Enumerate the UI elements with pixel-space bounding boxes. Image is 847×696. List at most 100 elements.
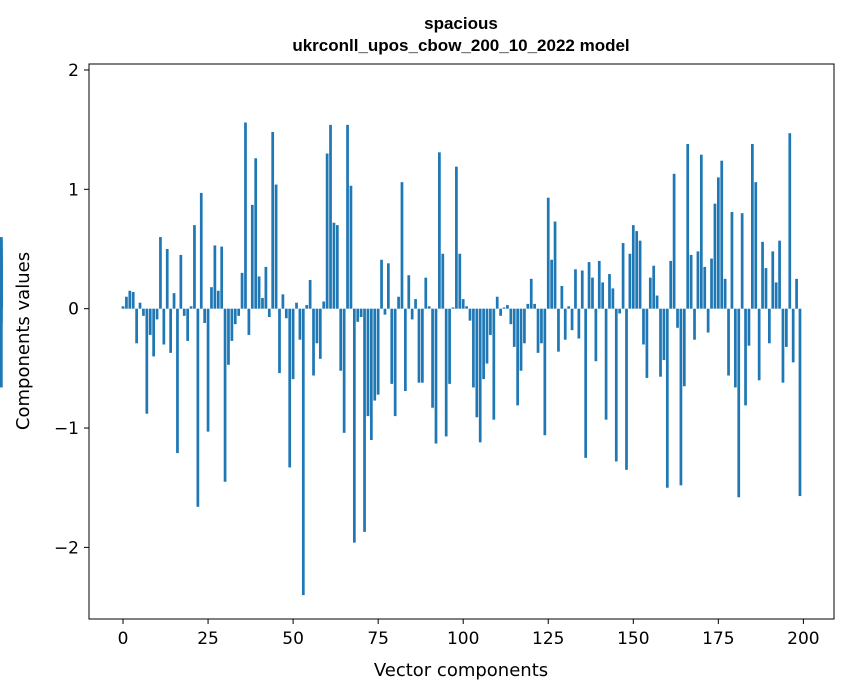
bar bbox=[193, 225, 196, 309]
bar bbox=[489, 308, 492, 335]
y-tick-label: 0 bbox=[68, 300, 79, 320]
bar bbox=[318, 308, 322, 359]
bar bbox=[655, 295, 659, 309]
bar bbox=[597, 260, 601, 309]
bar bbox=[434, 308, 438, 444]
bar bbox=[781, 308, 785, 383]
bar bbox=[648, 277, 652, 309]
bar bbox=[230, 308, 234, 341]
bar bbox=[723, 278, 727, 309]
bar bbox=[176, 308, 179, 454]
bar bbox=[417, 308, 421, 383]
bar bbox=[533, 303, 536, 309]
bar bbox=[165, 249, 169, 309]
y-axis-label: Components values bbox=[13, 252, 34, 430]
bar bbox=[312, 308, 315, 376]
bar bbox=[431, 308, 434, 408]
x-tick-label: 75 bbox=[367, 629, 389, 649]
bar bbox=[659, 308, 662, 377]
bar bbox=[393, 308, 397, 417]
bar bbox=[352, 308, 356, 543]
bar bbox=[652, 265, 656, 309]
chart-title: spacious bbox=[424, 14, 498, 33]
bar bbox=[665, 308, 669, 488]
bar bbox=[162, 308, 166, 345]
bar bbox=[696, 251, 700, 309]
bar bbox=[152, 308, 155, 357]
bar bbox=[121, 306, 125, 309]
bar bbox=[387, 263, 390, 309]
x-ticks: 0 25 50 75 100 125 150 175 200 bbox=[118, 619, 820, 649]
bar bbox=[642, 308, 645, 345]
bar bbox=[625, 308, 628, 470]
bar bbox=[397, 296, 400, 309]
bar bbox=[383, 308, 387, 315]
bar bbox=[676, 308, 679, 328]
bar bbox=[546, 197, 550, 309]
bar bbox=[267, 308, 271, 318]
bar bbox=[580, 270, 584, 309]
bar bbox=[679, 308, 683, 486]
x-tick-label: 150 bbox=[617, 629, 649, 649]
bar bbox=[444, 308, 448, 437]
bar bbox=[363, 308, 366, 532]
bar bbox=[774, 282, 778, 309]
bar bbox=[281, 294, 285, 309]
bar bbox=[342, 308, 346, 433]
bar bbox=[604, 308, 608, 420]
y-tick-label: 1 bbox=[68, 180, 79, 200]
bar bbox=[233, 308, 237, 325]
bar bbox=[369, 308, 373, 440]
bar bbox=[438, 152, 441, 309]
bar bbox=[404, 308, 407, 392]
bar bbox=[203, 308, 207, 323]
bar bbox=[206, 308, 210, 432]
bar bbox=[686, 143, 690, 309]
bar bbox=[131, 291, 135, 309]
bar bbox=[376, 308, 380, 395]
chart-subtitle: ukrconll_upos_cbow_200_10_2022 model bbox=[292, 36, 629, 55]
x-tick-label: 50 bbox=[282, 629, 304, 649]
bar bbox=[380, 259, 383, 309]
bar bbox=[584, 308, 588, 458]
bar bbox=[359, 308, 363, 318]
bar bbox=[332, 222, 336, 309]
bar bbox=[737, 308, 741, 498]
bar bbox=[407, 275, 411, 309]
bar bbox=[614, 308, 618, 462]
bar bbox=[710, 258, 713, 309]
bar bbox=[155, 308, 159, 320]
x-tick-label: 125 bbox=[532, 629, 564, 649]
bar bbox=[478, 308, 482, 443]
bar bbox=[390, 308, 394, 384]
bar bbox=[798, 308, 802, 497]
bar bbox=[550, 259, 554, 309]
bar bbox=[291, 308, 295, 380]
bar bbox=[335, 225, 339, 309]
bar bbox=[601, 282, 605, 309]
bar bbox=[703, 266, 707, 309]
bar bbox=[427, 306, 431, 309]
bar bbox=[329, 124, 332, 309]
bar bbox=[740, 213, 744, 309]
bar bbox=[288, 308, 292, 468]
bar bbox=[509, 308, 513, 325]
bar bbox=[468, 308, 472, 321]
bar bbox=[373, 308, 377, 401]
bar bbox=[179, 254, 183, 309]
y-tick-label: −2 bbox=[54, 538, 79, 558]
bar bbox=[451, 307, 455, 309]
bar bbox=[441, 253, 445, 309]
bar bbox=[223, 308, 227, 482]
bar bbox=[240, 272, 244, 309]
bar bbox=[284, 308, 288, 319]
bar bbox=[485, 308, 489, 364]
bar bbox=[298, 308, 302, 340]
bars-group bbox=[0, 122, 802, 596]
bar bbox=[182, 308, 186, 316]
bar bbox=[672, 173, 676, 309]
bar bbox=[733, 308, 737, 388]
bar bbox=[244, 122, 247, 309]
bar bbox=[461, 299, 465, 309]
y-tick-label: −1 bbox=[54, 419, 79, 439]
